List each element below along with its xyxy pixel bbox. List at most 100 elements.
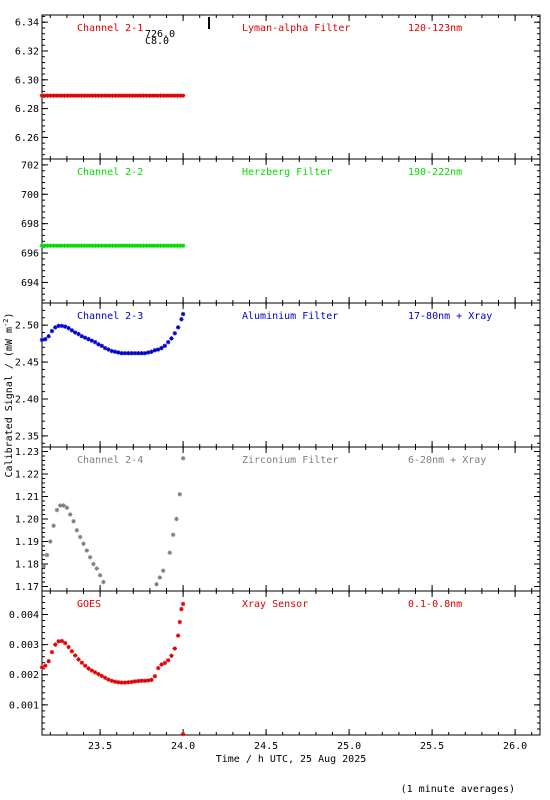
panel-5: 0.001 0.002 0.003 0.004 GOES Xray Sensor 0.1-0… bbox=[9, 590, 541, 737]
y-tick-label: 6.26 bbox=[15, 133, 39, 144]
band-label: 6-20nm + Xray bbox=[408, 455, 486, 466]
panel-frame bbox=[41, 302, 541, 448]
series-4 bbox=[41, 456, 186, 587]
band-label: 120-123nm bbox=[408, 23, 462, 34]
data-point bbox=[138, 243, 143, 248]
data-point bbox=[142, 678, 148, 683]
data-point bbox=[101, 93, 107, 98]
data-point bbox=[119, 680, 124, 685]
data-point bbox=[113, 243, 118, 248]
y-tick-label: 1.23 bbox=[15, 447, 39, 458]
data-point bbox=[62, 93, 67, 98]
data-point bbox=[118, 93, 124, 98]
data-point bbox=[66, 644, 71, 650]
panel-2: 694 696 698 700 702 Channel 2-2 Herzberg Filte… bbox=[21, 158, 541, 304]
data-point bbox=[69, 649, 75, 654]
data-point bbox=[102, 675, 108, 680]
data-point bbox=[130, 93, 135, 98]
data-point bbox=[106, 347, 111, 352]
data-point bbox=[70, 93, 76, 98]
data-point bbox=[132, 679, 138, 684]
data-point bbox=[172, 93, 177, 98]
data-point bbox=[161, 243, 166, 248]
data-point bbox=[160, 568, 166, 573]
data-point bbox=[39, 93, 45, 98]
data-point bbox=[124, 93, 129, 98]
annotation-class: C8.0 bbox=[145, 36, 169, 47]
y-tick-label: 2.45 bbox=[15, 358, 39, 369]
data-point bbox=[102, 345, 108, 351]
data-point bbox=[49, 328, 55, 334]
data-point bbox=[121, 93, 127, 98]
data-point bbox=[149, 243, 155, 248]
data-point bbox=[86, 336, 91, 342]
data-point bbox=[163, 93, 169, 98]
series-2 bbox=[39, 243, 186, 248]
data-point bbox=[46, 334, 51, 339]
data-point bbox=[42, 243, 48, 248]
data-point bbox=[90, 243, 95, 248]
data-point bbox=[99, 673, 104, 679]
y-tick-label: 696 bbox=[21, 249, 39, 260]
data-point bbox=[159, 345, 164, 351]
data-point bbox=[59, 243, 64, 248]
data-point bbox=[66, 325, 71, 331]
data-point bbox=[64, 505, 70, 510]
x-tick-label: 25.5 bbox=[420, 741, 444, 752]
data-point bbox=[93, 243, 98, 248]
data-point bbox=[84, 548, 90, 553]
data-point bbox=[149, 93, 155, 98]
data-point bbox=[172, 243, 177, 248]
data-point bbox=[53, 243, 59, 248]
data-point bbox=[129, 351, 134, 356]
data-point bbox=[144, 243, 149, 248]
data-point bbox=[180, 243, 186, 248]
data-point bbox=[107, 243, 112, 248]
data-point bbox=[116, 350, 121, 355]
data-point bbox=[39, 665, 45, 670]
panel-3: 2.35 2.40 2.45 2.50 Channel 2-3 Aluminium Fil… bbox=[15, 302, 541, 448]
data-point bbox=[99, 343, 104, 349]
filter-label: Lyman-alpha Filter bbox=[242, 23, 350, 34]
data-point bbox=[127, 93, 132, 98]
data-point bbox=[89, 668, 94, 673]
data-point bbox=[63, 324, 68, 329]
data-point bbox=[179, 606, 184, 612]
channel-label: GOES bbox=[77, 599, 101, 610]
data-point bbox=[101, 243, 107, 248]
data-point bbox=[177, 619, 182, 625]
y-axis-label-sup: -2 bbox=[2, 319, 10, 327]
data-point bbox=[96, 93, 101, 98]
data-point bbox=[180, 456, 186, 461]
data-point bbox=[87, 555, 93, 560]
data-point bbox=[58, 503, 63, 508]
data-point bbox=[110, 243, 115, 248]
data-point bbox=[73, 330, 78, 335]
data-point bbox=[158, 243, 163, 248]
data-point bbox=[74, 528, 80, 533]
data-point bbox=[104, 243, 110, 248]
data-point bbox=[69, 328, 75, 333]
data-point bbox=[166, 93, 172, 98]
data-point bbox=[177, 492, 182, 497]
data-point bbox=[149, 349, 154, 354]
data-point bbox=[135, 93, 141, 98]
panel-1: 6.26 6.28 6.30 6.32 6.34 Channel 2-1 Lyman-alp… bbox=[15, 14, 541, 160]
data-point bbox=[112, 349, 118, 354]
data-point bbox=[82, 335, 88, 340]
data-point bbox=[41, 564, 46, 569]
data-point bbox=[51, 243, 56, 248]
data-point bbox=[76, 331, 81, 337]
data-point bbox=[54, 507, 60, 513]
data-point bbox=[53, 93, 59, 98]
data-point bbox=[152, 674, 158, 679]
data-point bbox=[113, 93, 118, 98]
data-point bbox=[79, 334, 85, 339]
data-point bbox=[115, 93, 121, 98]
data-point bbox=[79, 243, 84, 248]
data-point bbox=[132, 93, 138, 98]
data-point bbox=[63, 640, 68, 646]
data-point bbox=[49, 649, 55, 655]
data-point bbox=[180, 311, 186, 317]
series-5 bbox=[39, 601, 186, 737]
